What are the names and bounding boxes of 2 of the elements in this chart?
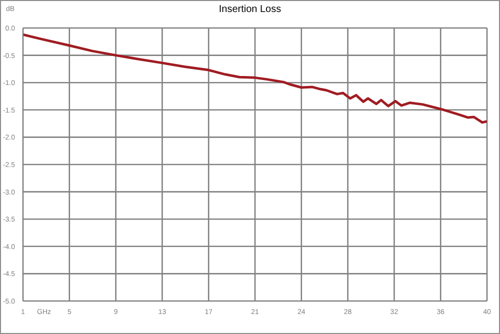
line-series <box>23 33 487 124</box>
chart-title: Insertion Loss <box>218 4 282 15</box>
